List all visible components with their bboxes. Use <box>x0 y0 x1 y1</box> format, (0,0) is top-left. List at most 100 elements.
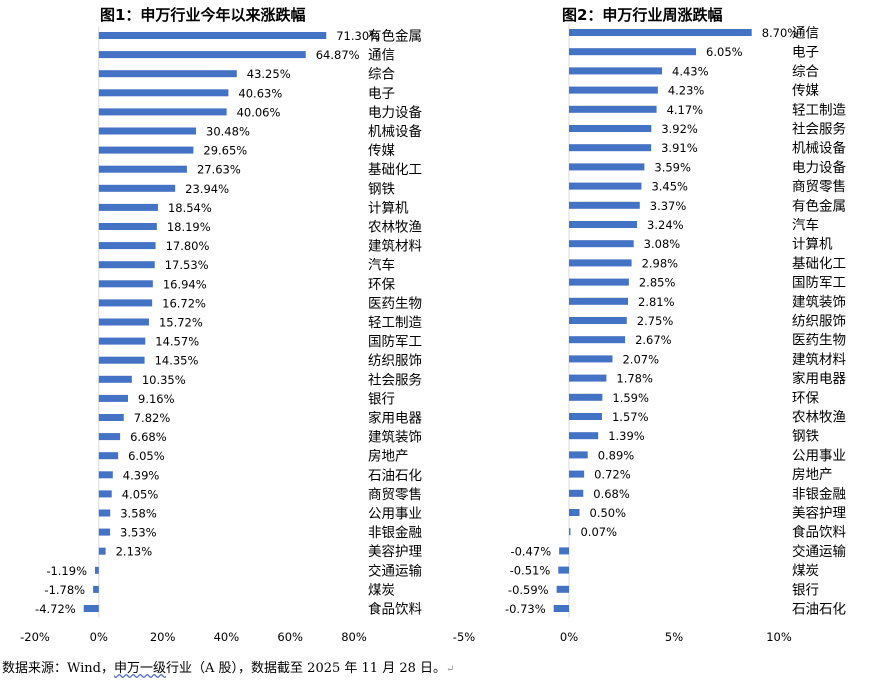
chart2-category-label: 非银金融 <box>792 486 846 502</box>
chart2-value-label: 2.81% <box>638 295 675 309</box>
chart1-value-label: 30.48% <box>206 125 250 139</box>
chart2-bar <box>569 374 607 382</box>
chart2-value-label: 0.68% <box>593 487 630 501</box>
chart2-category-label: 医药生物 <box>792 333 846 349</box>
chart1-value-label: 4.39% <box>123 468 160 482</box>
chart2-tick-label: -5% <box>453 630 475 644</box>
chart1-bar <box>98 146 194 154</box>
chart1-category-label: 社会服务 <box>368 372 422 388</box>
chart1-value-label: 14.35% <box>155 354 199 368</box>
chart1-bar <box>98 471 113 479</box>
chart2-category-label: 有色金属 <box>792 197 846 214</box>
chart2-category-label: 纺织服饰 <box>792 314 846 330</box>
chart2-category-label: 环保 <box>792 390 820 406</box>
chart1-category-label: 食品饮料 <box>368 601 422 618</box>
chart2-bar <box>569 48 697 56</box>
source-suffix: 行业（A 股），数据截至 2025 年 11 月 28 日。 <box>166 661 446 676</box>
chart1-tick-label: 0% <box>90 630 108 644</box>
chart1-bar <box>98 433 121 441</box>
chart2-bar <box>569 470 585 478</box>
chart1-bar <box>83 605 99 612</box>
chart2-value-label: -0.47% <box>510 544 551 558</box>
chart2-value-label: 0.72% <box>594 468 631 482</box>
chart2-bar <box>569 259 632 267</box>
chart2-bar <box>569 67 663 75</box>
chart2-value-label: 0.07% <box>580 525 617 539</box>
chart2-category-label: 商贸零售 <box>792 179 846 195</box>
chart2-bar <box>569 297 629 305</box>
chart2-value-label: 0.89% <box>598 448 635 462</box>
chart1-value-label: 71.30% <box>336 29 380 43</box>
chart2-value-label: 3.91% <box>661 141 698 155</box>
chart1-category-label: 商贸零售 <box>368 487 422 503</box>
chart2-value-label: -0.51% <box>510 564 551 578</box>
chart1-category-label: 交通运输 <box>368 562 422 579</box>
source-note: 数据来源：Wind，申万一级行业（A 股），数据截至 2025 年 11 月 2… <box>2 657 454 676</box>
chart1-value-label: 29.65% <box>203 144 247 158</box>
chart1-value-label: 18.54% <box>168 201 212 215</box>
chart2-bar <box>558 566 569 574</box>
chart2-value-label: 4.17% <box>667 103 704 117</box>
source-prefix: 数据来源：Wind， <box>2 661 114 676</box>
chart2-value-label: 8.70% <box>762 26 799 40</box>
chart1-category-label: 通信 <box>368 48 395 64</box>
chart1-category-label: 房地产 <box>368 449 409 465</box>
chart2-bar <box>569 489 584 497</box>
chart1-bar <box>98 375 132 383</box>
chart1-bar <box>98 203 158 211</box>
chart1-value-label: 6.05% <box>128 449 165 463</box>
chart1-category-label: 公用事业 <box>368 506 422 522</box>
chart2-bar <box>569 163 645 171</box>
chart1-bar <box>98 528 111 536</box>
chart2-category-label: 银行 <box>792 582 819 598</box>
chart1-category-label: 环保 <box>368 277 395 293</box>
chart1-category-label: 煤炭 <box>368 582 395 598</box>
source-link[interactable]: 申万一级 <box>114 661 167 676</box>
chart2-value-label: 3.92% <box>661 122 698 136</box>
chart2-value-label: 3.24% <box>647 218 684 232</box>
chart2-bar <box>559 547 569 555</box>
chart2-bar <box>569 105 657 113</box>
chart2-value-label: -0.59% <box>508 583 549 597</box>
chart1-bar <box>95 566 99 574</box>
chart2-bar <box>569 355 613 363</box>
chart2-category-label: 煤炭 <box>792 563 819 579</box>
chart2-category-label: 食品饮料 <box>792 524 846 541</box>
chart2-category-label: 公用事业 <box>792 448 846 464</box>
chart1-bar <box>98 394 129 402</box>
chart1-value-label: 27.63% <box>197 163 241 177</box>
chart2-category-label: 机械设备 <box>792 140 846 157</box>
chart2-category-label: 汽车 <box>792 217 819 234</box>
chart1-category-label: 美容护理 <box>368 543 422 560</box>
chart1-bar <box>98 70 237 78</box>
chart2-bar <box>569 393 603 401</box>
chart1-tick-label: 20% <box>150 630 176 644</box>
chart1-value-label: 16.72% <box>162 296 206 310</box>
chart1-bar <box>98 280 153 288</box>
chart2-value-label: 1.78% <box>616 372 653 386</box>
chart1-bar <box>98 89 229 97</box>
chart2-value-label: 1.59% <box>612 391 649 405</box>
chart1-category-label: 建筑装饰 <box>368 430 422 446</box>
chart1-category-label: 纺织服饰 <box>368 353 422 369</box>
chart1-bar <box>98 452 119 460</box>
chart1-title: 图1：申万行业今年以来涨跌幅 <box>100 6 306 24</box>
chart2-category-label: 房地产 <box>792 467 833 483</box>
chart2-bar <box>553 605 569 612</box>
chart2-category-label: 建筑材料 <box>792 352 846 368</box>
chart1-category-label: 有色金属 <box>368 28 422 45</box>
chart2-category-label: 综合 <box>792 64 820 80</box>
chart1-bar <box>98 509 111 517</box>
chart2-bar <box>569 201 640 209</box>
chart2-value-label: 3.37% <box>650 199 687 213</box>
chart2-bar <box>569 413 602 420</box>
chart2-category-label: 社会服务 <box>792 122 846 138</box>
chart2-category-label: 建筑装饰 <box>792 294 846 310</box>
chart2-title: 图2：申万行业周涨跌幅 <box>562 6 723 24</box>
chart1-bar <box>98 223 157 230</box>
chart2-category-label: 家用电器 <box>792 370 846 387</box>
chart2-bar <box>569 125 652 132</box>
chart1-value-label: 4.05% <box>122 487 159 501</box>
paragraph-mark: ↵ <box>446 664 455 675</box>
